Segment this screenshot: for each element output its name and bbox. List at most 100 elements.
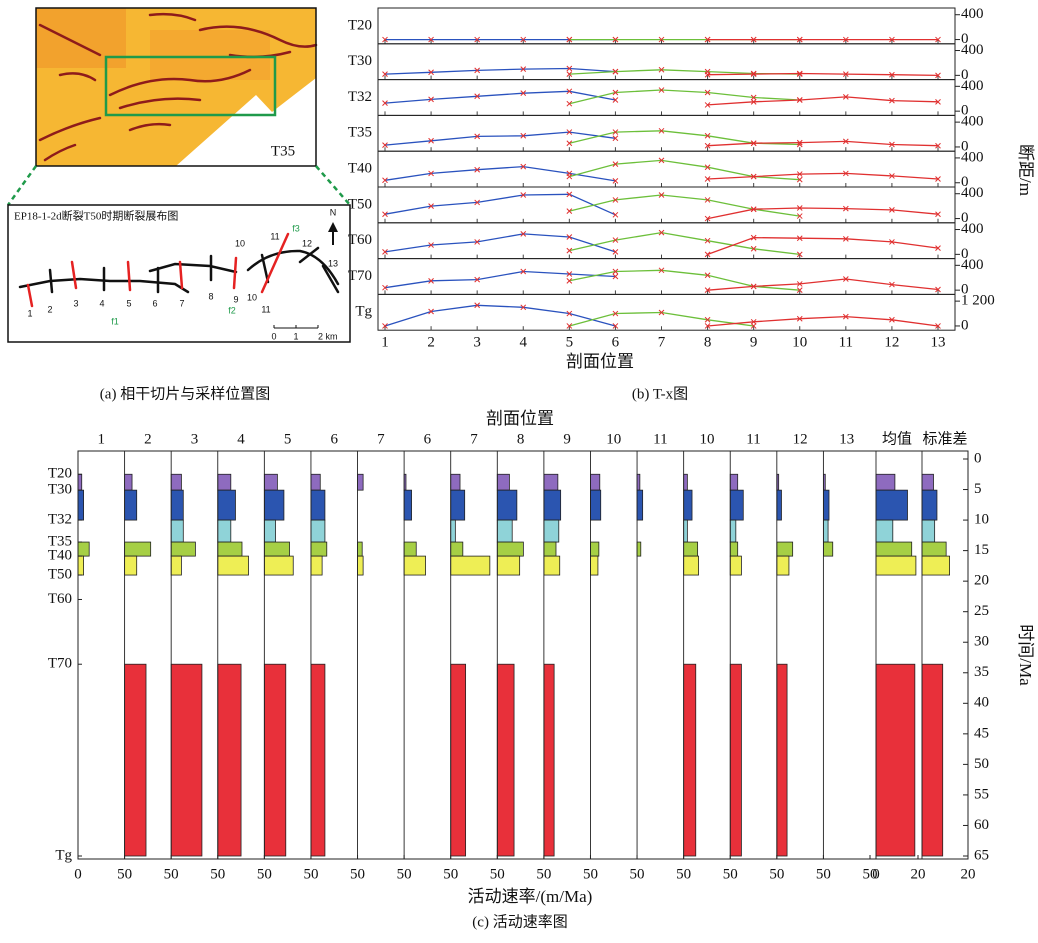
- y-tick-label: 1 200: [961, 293, 995, 309]
- rate-bar: [684, 664, 696, 856]
- column-label: 5: [284, 431, 292, 447]
- column-label: 10: [699, 431, 714, 447]
- section-label: 9: [233, 294, 238, 304]
- x-tick-label: 50: [583, 866, 598, 882]
- y-tick-label: 400: [961, 78, 984, 94]
- x-tick-label: 50: [723, 866, 738, 882]
- rate-bar: [777, 542, 793, 556]
- x-tick-label: 3: [473, 335, 481, 351]
- section-label: 6: [152, 298, 157, 308]
- rate-bar: [823, 542, 832, 556]
- rate-bar: [876, 520, 893, 542]
- rate-bar: [684, 474, 688, 490]
- x-tick-label: 20: [911, 866, 926, 882]
- x-tick-label: 50: [257, 866, 272, 882]
- rate-bar: [544, 474, 558, 490]
- rate-bar: [358, 542, 363, 556]
- x-tick-label: 7: [658, 335, 666, 351]
- rate-bar: [264, 664, 285, 856]
- rate-bar: [218, 520, 231, 542]
- column-label: 6: [424, 431, 432, 447]
- rate-bar: [777, 490, 782, 520]
- column-label: 12: [793, 431, 808, 447]
- section-label: 3: [73, 298, 78, 308]
- rate-bar: [311, 474, 320, 490]
- rate-bar: [922, 474, 934, 490]
- rate-bar: [311, 664, 325, 856]
- rate-bar: [730, 474, 737, 490]
- y2-tick-label: 40: [974, 695, 989, 711]
- x-tick-label: 1: [381, 335, 389, 351]
- x-tick-label: 50: [536, 866, 551, 882]
- rate-bar: [823, 520, 828, 542]
- x-axis-label: 剖面位置: [566, 352, 634, 371]
- rate-bar: [497, 542, 523, 556]
- section-label: 10: [235, 238, 245, 248]
- figure: T35 EP18-1-2d断裂T50时期断裂展布图: [0, 0, 1038, 943]
- horizon-label: Tg: [55, 847, 72, 863]
- rate-bar: [777, 556, 789, 575]
- top-axis-label: 剖面位置: [486, 409, 554, 428]
- x-tick-label: 6: [612, 335, 620, 351]
- scale-label: 2 km: [318, 331, 338, 341]
- y2-tick-label: 15: [974, 542, 989, 558]
- rate-bar: [730, 520, 736, 542]
- rate-bar: [311, 520, 325, 542]
- rate-bar: [171, 542, 195, 556]
- rate-bar: [171, 490, 183, 520]
- column-label: 7: [470, 431, 478, 447]
- y2-tick-label: 60: [974, 817, 989, 833]
- horizon-label: T35: [348, 125, 372, 141]
- rate-bar: [171, 520, 183, 542]
- section-label: 11: [270, 231, 279, 241]
- rate-bar: [311, 556, 322, 575]
- rate-bar: [171, 664, 202, 856]
- rate-bar: [404, 556, 425, 575]
- rate-bar: [876, 490, 908, 520]
- y2-tick-label: 0: [974, 450, 982, 466]
- map-label: T35: [271, 143, 295, 159]
- x-tick-label: 2: [427, 335, 435, 351]
- rate-bar: [358, 556, 364, 575]
- rate-bar: [125, 490, 137, 520]
- rate-bar: [637, 542, 641, 556]
- y2-tick-label: 65: [974, 847, 989, 863]
- section-label: 8: [208, 291, 213, 301]
- horizon-label: T50: [48, 566, 72, 582]
- section-label: 2: [47, 304, 52, 314]
- x-tick-label: 50: [210, 866, 225, 882]
- x-tick-label: 10: [792, 335, 807, 351]
- column-label: 8: [517, 431, 525, 447]
- rate-bar: [922, 490, 937, 520]
- caption: (a) 相干切片与采样位置图: [100, 385, 270, 402]
- horizon-label: T40: [348, 161, 372, 177]
- x-tick-label: 8: [704, 335, 712, 351]
- rate-bar: [451, 542, 463, 556]
- rate-bar: [730, 542, 737, 556]
- rate-bar: [78, 474, 82, 490]
- column-label: 标准差: [922, 430, 967, 447]
- rate-bar: [218, 664, 241, 856]
- x-tick-label: 50: [303, 866, 318, 882]
- x-tick-label: 13: [931, 335, 946, 351]
- scale-label: 1: [293, 331, 298, 341]
- y-axis-label: 时间/Ma: [1016, 624, 1035, 686]
- rate-bar: [497, 490, 517, 520]
- column-label: 10: [606, 431, 621, 447]
- column-label: 均值: [882, 430, 912, 447]
- rate-bar: [876, 664, 915, 856]
- caption: (b) T-x图: [632, 385, 688, 402]
- rate-bar: [404, 490, 411, 520]
- rate-bar: [922, 520, 935, 542]
- rate-bar: [218, 490, 236, 520]
- caption: (c) 活动速率图: [472, 913, 567, 930]
- rate-bar: [730, 556, 741, 575]
- rate-bar: [264, 556, 293, 575]
- horizon-label: T60: [48, 591, 72, 607]
- rate-bar: [544, 490, 561, 520]
- rate-bar: [922, 556, 950, 575]
- x-tick-label: 20: [961, 866, 976, 882]
- rate-bar: [590, 556, 597, 575]
- x-tick-label: 9: [750, 335, 758, 351]
- y2-tick-label: 35: [974, 664, 989, 680]
